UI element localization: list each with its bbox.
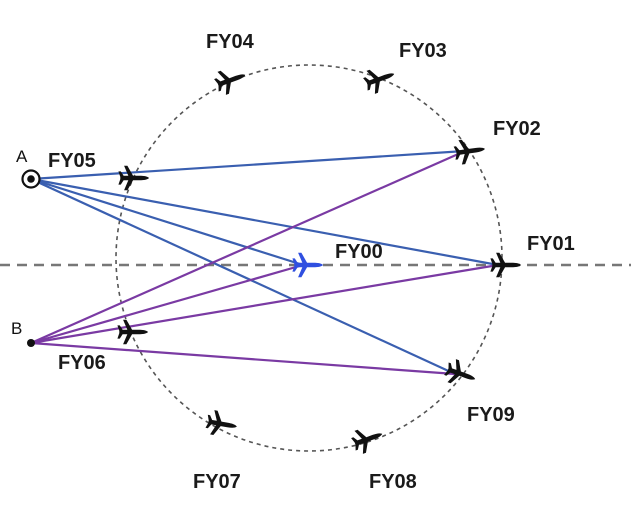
aircraft-label-fy08: FY08 <box>369 471 417 493</box>
aircraft-fy00: FY00 <box>292 241 383 278</box>
point-b: B <box>11 319 35 347</box>
aircraft-label-fy03: FY03 <box>399 40 447 62</box>
aircraft-fy01: FY01 <box>490 233 575 278</box>
airplane-icon <box>442 357 480 391</box>
link-b-fy01 <box>30 263 499 345</box>
aircraft-layer: FY00 FY01 FY02 FY03 FY04 FY05 FY06 FY07 FY08 FY09 <box>48 31 575 493</box>
link-b-fy02 <box>30 149 466 345</box>
link-a-fy00 <box>30 177 304 267</box>
airplane-icon <box>452 136 487 166</box>
aircraft-fy07: FY07 <box>193 409 241 493</box>
aircraft-fy06: FY06 <box>58 319 149 374</box>
target-center-dot <box>27 175 35 183</box>
aircraft-label-fy00: FY00 <box>335 241 383 263</box>
aircraft-label-fy09: FY09 <box>467 404 515 426</box>
aircraft-fy08: FY08 <box>349 422 417 493</box>
point-a: A <box>16 147 41 189</box>
aircraft-fy09: FY09 <box>442 357 515 426</box>
point-a-label: A <box>16 147 28 166</box>
aircraft-label-fy01: FY01 <box>527 233 575 255</box>
aircraft-label-fy07: FY07 <box>193 471 241 493</box>
link-b-fy09 <box>30 341 456 376</box>
airplane-icon <box>118 165 150 191</box>
airplane-icon <box>204 409 240 439</box>
aircraft-fy03: FY03 <box>361 40 447 96</box>
link-a-fy01 <box>30 177 499 267</box>
link-a-fy09 <box>30 178 456 375</box>
link-b-fy00 <box>30 263 304 345</box>
formation-circle <box>115 64 503 452</box>
aircraft-fy05: FY05 <box>48 150 150 191</box>
aircraft-fy02: FY02 <box>452 118 541 166</box>
aircraft-label-fy05: FY05 <box>48 150 96 172</box>
aircraft-fy04: FY04 <box>206 31 255 97</box>
airplane-icon <box>349 422 387 456</box>
aircraft-label-fy06: FY06 <box>58 352 106 374</box>
aircraft-label-fy02: FY02 <box>493 118 541 140</box>
airplane-icon <box>490 252 522 278</box>
link-a-fy02 <box>30 149 466 181</box>
links-layer <box>30 149 499 376</box>
aircraft-label-fy04: FY04 <box>206 31 255 53</box>
airplane-icon <box>212 63 250 97</box>
airplane-icon <box>361 62 399 96</box>
point-b-label: B <box>11 319 22 338</box>
dot-icon <box>27 339 35 347</box>
airplane-icon <box>292 252 324 278</box>
